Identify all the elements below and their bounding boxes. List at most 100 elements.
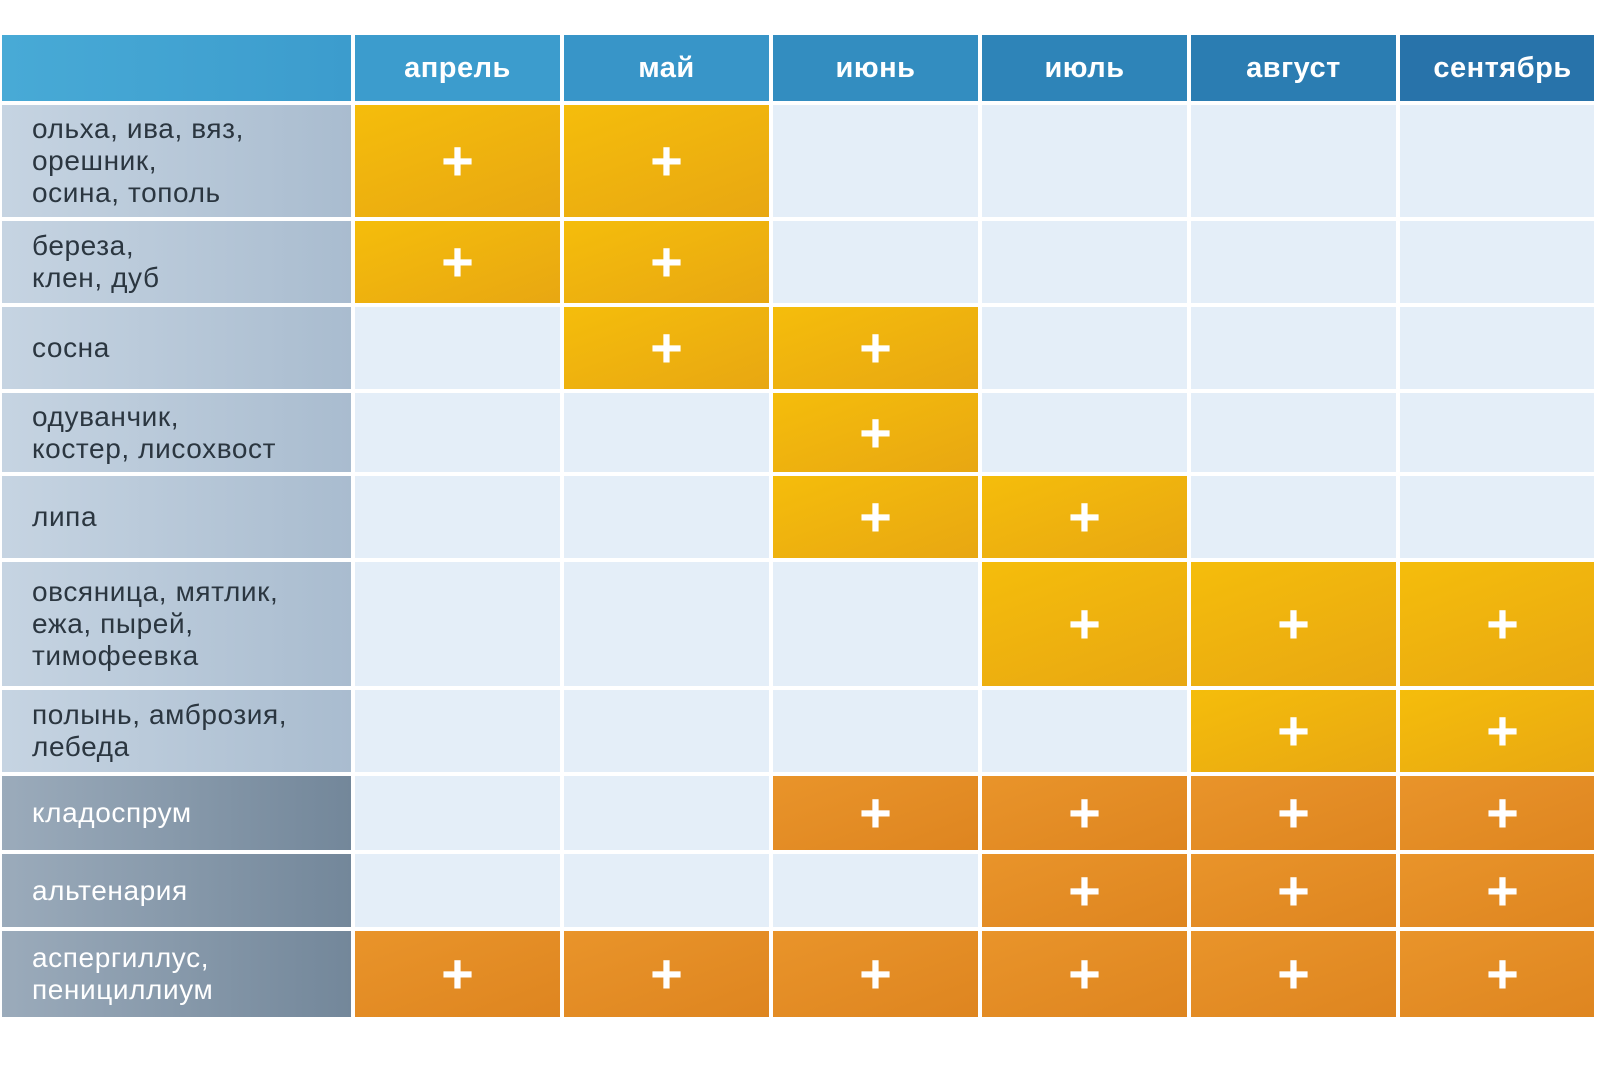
inactive-season-cell (1191, 393, 1396, 472)
plus-icon: + (1277, 699, 1310, 762)
month-header-september: сентябрь (1400, 35, 1594, 101)
plus-icon: + (1277, 781, 1310, 844)
active-season-cell: + (773, 931, 978, 1017)
pollen-calendar: апрель май июнь июль август сентябрь оль… (2, 35, 1594, 1043)
plus-icon: + (441, 230, 474, 293)
inactive-season-cell (1191, 476, 1396, 558)
inactive-season-cell (773, 221, 978, 303)
plus-icon: + (859, 400, 892, 464)
plus-icon: + (1068, 485, 1101, 548)
active-season-cell: + (773, 307, 978, 389)
table-row: одуванчик, костер, лисохвост + (2, 393, 1594, 472)
plus-icon: + (859, 485, 892, 548)
allergen-label: овсяница, мятлик, ежа, пырей, тимофеевка (2, 562, 351, 686)
inactive-season-cell (355, 690, 560, 772)
active-season-cell: + (1191, 690, 1396, 772)
inactive-season-cell (982, 105, 1187, 217)
table-row: береза, клен, дуб + + (2, 221, 1594, 303)
allergen-label: липа (2, 476, 351, 558)
inactive-season-cell (564, 776, 769, 850)
allergen-label: кладоспрум (2, 776, 351, 850)
plus-icon: + (859, 781, 892, 844)
inactive-season-cell (1191, 307, 1396, 389)
plus-icon: + (1277, 858, 1310, 922)
calendar-body: ольха, ива, вяз, орешник, осина, тополь +… (2, 105, 1594, 1017)
inactive-season-cell (564, 393, 769, 472)
active-season-cell: + (1191, 562, 1396, 686)
month-header-may: май (564, 35, 769, 101)
plus-icon: + (1486, 699, 1519, 762)
plus-icon: + (441, 129, 474, 192)
inactive-season-cell (982, 393, 1187, 472)
active-season-cell: + (564, 105, 769, 217)
inactive-season-cell (773, 105, 978, 217)
active-season-cell: + (564, 307, 769, 389)
active-season-cell: + (982, 562, 1187, 686)
active-season-cell: + (1400, 562, 1594, 686)
inactive-season-cell (355, 307, 560, 389)
active-season-cell: + (564, 221, 769, 303)
plus-icon: + (650, 129, 683, 192)
inactive-season-cell (564, 476, 769, 558)
plus-icon: + (441, 942, 474, 1005)
month-header-june: июнь (773, 35, 978, 101)
inactive-season-cell (564, 690, 769, 772)
month-header-april: апрель (355, 35, 560, 101)
plus-icon: + (859, 942, 892, 1005)
plus-icon: + (1068, 942, 1101, 1005)
active-season-cell: + (982, 931, 1187, 1017)
active-season-cell: + (1191, 854, 1396, 927)
table-row: липа + + (2, 476, 1594, 558)
allergen-label: альтенария (2, 854, 351, 927)
header-row: апрель май июнь июль август сентябрь (2, 35, 1594, 101)
inactive-season-cell (355, 776, 560, 850)
active-season-cell: + (982, 854, 1187, 927)
active-season-cell: + (564, 931, 769, 1017)
plus-icon: + (650, 316, 683, 379)
inactive-season-cell (355, 393, 560, 472)
allergen-label: сосна (2, 307, 351, 389)
inactive-season-cell (773, 562, 978, 686)
inactive-season-cell (1191, 221, 1396, 303)
plus-icon: + (859, 316, 892, 379)
active-season-cell: + (1400, 931, 1594, 1017)
allergen-label: береза, клен, дуб (2, 221, 351, 303)
inactive-season-cell (1400, 307, 1594, 389)
inactive-season-cell (1400, 105, 1594, 217)
inactive-season-cell (564, 562, 769, 686)
active-season-cell: + (1400, 690, 1594, 772)
active-season-cell: + (1191, 776, 1396, 850)
active-season-cell: + (982, 776, 1187, 850)
table-row: овсяница, мятлик, ежа, пырей, тимофеевка… (2, 562, 1594, 686)
inactive-season-cell (773, 690, 978, 772)
inactive-season-cell (773, 854, 978, 927)
plus-icon: + (1486, 942, 1519, 1005)
active-season-cell: + (355, 931, 560, 1017)
table-row: полынь, амброзия, лебеда + + (2, 690, 1594, 772)
plus-icon: + (1068, 781, 1101, 844)
inactive-season-cell (355, 854, 560, 927)
allergen-label: одуванчик, костер, лисохвост (2, 393, 351, 472)
inactive-season-cell (355, 562, 560, 686)
active-season-cell: + (773, 776, 978, 850)
pollen-calendar-table: апрель май июнь июль август сентябрь оль… (2, 35, 1594, 1021)
inactive-season-cell (1400, 221, 1594, 303)
plus-icon: + (1277, 942, 1310, 1005)
active-season-cell: + (355, 221, 560, 303)
inactive-season-cell (355, 476, 560, 558)
month-header-july: июль (982, 35, 1187, 101)
active-season-cell: + (773, 476, 978, 558)
inactive-season-cell (982, 690, 1187, 772)
plus-icon: + (650, 942, 683, 1005)
plus-icon: + (1068, 592, 1101, 655)
inactive-season-cell (1400, 476, 1594, 558)
inactive-season-cell (1400, 393, 1594, 472)
active-season-cell: + (355, 105, 560, 217)
plus-icon: + (1486, 592, 1519, 655)
inactive-season-cell (982, 221, 1187, 303)
month-header-august: август (1191, 35, 1396, 101)
table-row: аспергиллус, пенициллиум + + + + + + (2, 931, 1594, 1017)
plus-icon: + (650, 230, 683, 293)
allergen-label: ольха, ива, вяз, орешник, осина, тополь (2, 105, 351, 217)
allergen-label: аспергиллус, пенициллиум (2, 931, 351, 1017)
